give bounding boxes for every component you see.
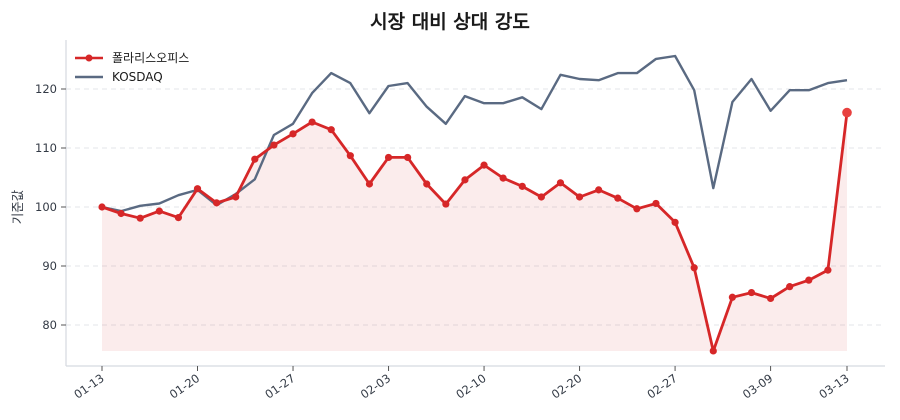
data-point-marker [232,193,240,201]
x-tick-label: 02-27 [644,371,679,402]
data-point-marker [423,180,431,188]
data-point-marker [308,118,316,126]
y-tick-label: 100 [35,200,57,214]
data-point-marker [193,185,202,193]
data-point-marker [709,347,717,355]
data-point-marker [136,214,144,222]
data-point-marker [384,153,393,162]
data-point-marker [728,293,736,301]
data-point-marker [595,186,603,194]
data-point-marker [690,264,698,272]
data-point-marker [766,294,775,303]
data-point-marker [365,180,374,188]
y-axis-label: 기준값 [10,189,25,224]
legend: 폴라리스오피스 KOSDAQ [75,51,189,84]
x-tick-label: 01-27 [262,371,297,402]
x-tick-label: 03-09 [740,371,775,402]
data-point-marker [480,161,488,169]
data-point-marker [213,199,221,207]
gridlines [66,88,885,326]
x-tick-label: 02-20 [549,371,584,402]
data-point-marker [805,276,813,284]
legend-item-kosdaq: KOSDAQ [75,70,163,84]
y-tick-label: 80 [42,318,57,332]
legend-label-polaris: 폴라리스오피스 [112,51,189,65]
y-tick-label: 110 [35,141,57,155]
data-point-marker [155,207,163,215]
data-point-marker [747,288,756,297]
legend-label-kosdaq: KOSDAQ [112,70,163,84]
x-tick-label: 01-13 [71,371,106,402]
x-tick-label: 02-03 [358,371,393,402]
axes [65,40,885,367]
data-point-marker [270,141,278,149]
series-lines [98,54,852,355]
data-point-marker [289,130,297,138]
data-point-marker [251,155,259,163]
data-point-marker [575,193,584,201]
y-tick-label: 120 [35,82,57,96]
data-point-marker [556,179,565,187]
x-tick-label: 01-20 [167,371,202,402]
data-point-marker [633,205,641,213]
data-point-marker [117,209,125,218]
legend-item-polaris: 폴라리스오피스 [75,51,189,65]
x-tick-label: 02-10 [453,371,488,402]
data-point-marker [346,152,354,160]
data-point-marker [98,203,106,211]
data-point-marker [537,193,545,201]
data-point-marker [786,283,794,291]
data-point-marker [671,218,679,226]
series-fill-area [102,112,847,351]
data-point-marker [824,266,832,274]
y-axis-ticks: 80 90 100 110 120 [35,82,66,332]
series-line-polaris [101,112,849,353]
data-point-marker [327,126,335,134]
y-tick-label: 90 [42,259,57,273]
data-point-marker [842,107,852,118]
data-point-marker [404,153,412,162]
data-point-marker [614,194,622,202]
data-point-marker [652,199,660,208]
legend-marker-icon [85,54,93,62]
x-tick-label: 03-13 [816,371,851,402]
data-point-marker [518,182,526,190]
data-point-marker [461,176,469,184]
x-axis-ticks: 01-13 01-20 01-27 02-03 02-10 02-20 02-27 03-09… [71,366,852,402]
chart-title: 시장 대비 상대 강도 [370,11,530,33]
area-fill [102,112,847,351]
data-point-marker [499,174,507,182]
data-point-marker [174,214,183,222]
data-point-marker [442,200,450,208]
